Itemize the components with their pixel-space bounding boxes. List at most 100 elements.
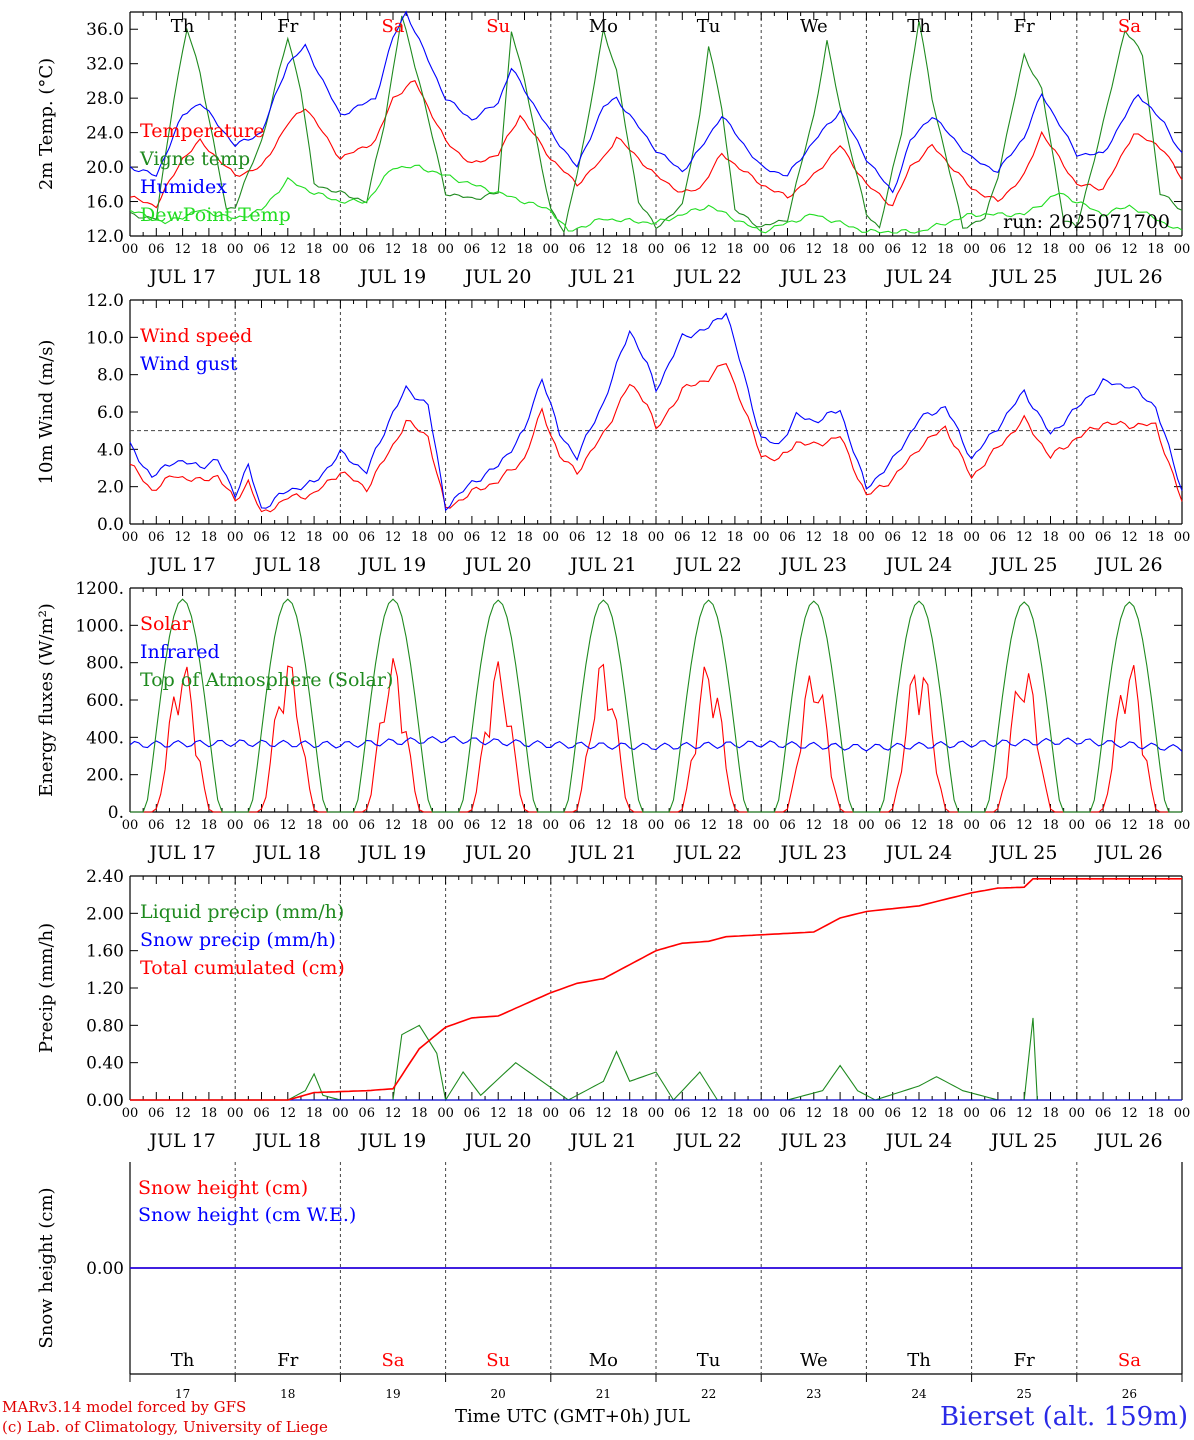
hour-tick-label: 06 [674,818,691,833]
legend-entry: Snow precip (mm/h) [140,929,336,951]
hour-tick-label: 12 [806,530,823,545]
y-tick-label: 8.0 [97,366,124,386]
y-tick-label: 0.0 [97,515,124,535]
hour-tick-label: 12 [490,530,507,545]
date-number-label: 21 [596,1387,611,1401]
date-label: JUL 23 [779,1130,847,1152]
y-axis-label: Precip (mm/h) [36,923,57,1053]
date-label: JUL 26 [1094,554,1162,576]
hour-tick-label: 12 [490,1106,507,1121]
y-tick-label: 16.0 [86,193,124,213]
date-label: JUL 24 [884,554,952,576]
hour-tick-label: 06 [148,530,165,545]
hour-tick-label: 06 [779,530,796,545]
y-tick-label: 600. [86,691,124,711]
hour-tick-label: 12 [595,1106,612,1121]
hour-tick-label: 00 [543,530,560,545]
hour-tick-label: 00 [332,530,349,545]
legend-entry: Liquid precip (mm/h) [140,901,344,923]
hour-tick-label: 06 [779,242,796,257]
hour-tick-label: 00 [1069,818,1086,833]
hour-tick-label: 00 [858,530,875,545]
hour-tick-label: 12 [385,530,402,545]
hour-tick-label: 00 [122,1106,139,1121]
hour-tick-label: 00 [543,818,560,833]
hour-tick-label: 00 [963,1106,980,1121]
hour-tick-label: 06 [990,530,1007,545]
hour-tick-label: 18 [411,818,428,833]
hour-tick-label: 00 [648,530,665,545]
date-label: JUL 20 [463,554,531,576]
hour-tick-label: 18 [1147,530,1164,545]
hour-tick-label: 12 [385,818,402,833]
hour-tick-label: 18 [937,530,954,545]
hour-tick-label: 12 [700,530,717,545]
hour-tick-label: 06 [253,242,270,257]
day-label: Th [907,1350,931,1371]
date-label: JUL 22 [673,266,741,288]
y-tick-label: 0.40 [86,1054,124,1074]
date-label: JUL 25 [989,266,1057,288]
date-label: JUL 19 [358,554,426,576]
hour-tick-label: 06 [253,818,270,833]
hour-tick-label: 00 [332,1106,349,1121]
day-label: We [800,1350,828,1371]
hour-tick-label: 00 [332,818,349,833]
hour-tick-label: 12 [490,242,507,257]
legend-entry: Solar [140,613,192,635]
x-axis-title: Time UTC (GMT+0h) JUL [455,1406,690,1427]
y-tick-label: 36.0 [86,20,124,40]
hour-tick-label: 00 [1174,530,1191,545]
hour-tick-label: 06 [569,242,586,257]
hour-tick-label: 12 [1016,818,1033,833]
date-label: JUL 20 [463,1130,531,1152]
series-line-top-of-atmosphere-solar [130,598,1182,813]
day-label: Fr [1014,16,1035,37]
date-label: JUL 19 [358,842,426,864]
hour-tick-label: 18 [1042,818,1059,833]
day-label: Tu [697,16,721,37]
date-label: JUL 22 [673,842,741,864]
date-label: JUL 24 [884,266,952,288]
hour-tick-label: 18 [411,242,428,257]
hour-tick-label: 00 [122,818,139,833]
hour-tick-label: 06 [884,530,901,545]
hour-tick-label: 06 [674,242,691,257]
hour-tick-label: 00 [648,1106,665,1121]
hour-tick-label: 12 [700,242,717,257]
hour-tick-label: 00 [1174,818,1191,833]
hour-tick-label: 12 [280,818,297,833]
hour-tick-label: 00 [227,818,244,833]
series-line-infrared [129,735,1183,752]
y-tick-label: 12.0 [86,291,124,311]
hour-tick-label: 06 [569,818,586,833]
y-axis-label: 2m Temp. (°C) [36,58,57,190]
hour-tick-label: 06 [884,818,901,833]
hour-tick-label: 12 [1121,530,1138,545]
hour-tick-label: 12 [1121,242,1138,257]
hour-tick-label: 12 [806,1106,823,1121]
hour-tick-label: 00 [753,242,770,257]
hour-tick-label: 00 [1174,242,1191,257]
y-axis-label: Energy fluxes (W/m²) [36,603,57,797]
hour-tick-label: 18 [727,1106,744,1121]
hour-tick-label: 12 [385,242,402,257]
y-tick-label: 0. [108,803,124,823]
legend-entry: Top of Atmosphere (Solar) [140,669,393,691]
hour-tick-label: 12 [700,1106,717,1121]
hour-tick-label: 18 [1147,1106,1164,1121]
hour-tick-label: 12 [280,530,297,545]
hour-tick-label: 12 [595,242,612,257]
hour-tick-label: 06 [779,1106,796,1121]
legend-entry: Infrared [140,641,220,663]
hour-tick-label: 00 [437,530,454,545]
hour-tick-label: 00 [1174,1106,1191,1121]
hour-tick-label: 06 [884,1106,901,1121]
hour-tick-label: 12 [911,818,928,833]
date-label: JUL 25 [989,1130,1057,1152]
hour-tick-label: 18 [1147,242,1164,257]
hour-tick-label: 18 [306,242,323,257]
hour-tick-label: 18 [516,242,533,257]
hour-tick-label: 00 [963,818,980,833]
hour-tick-label: 00 [858,242,875,257]
